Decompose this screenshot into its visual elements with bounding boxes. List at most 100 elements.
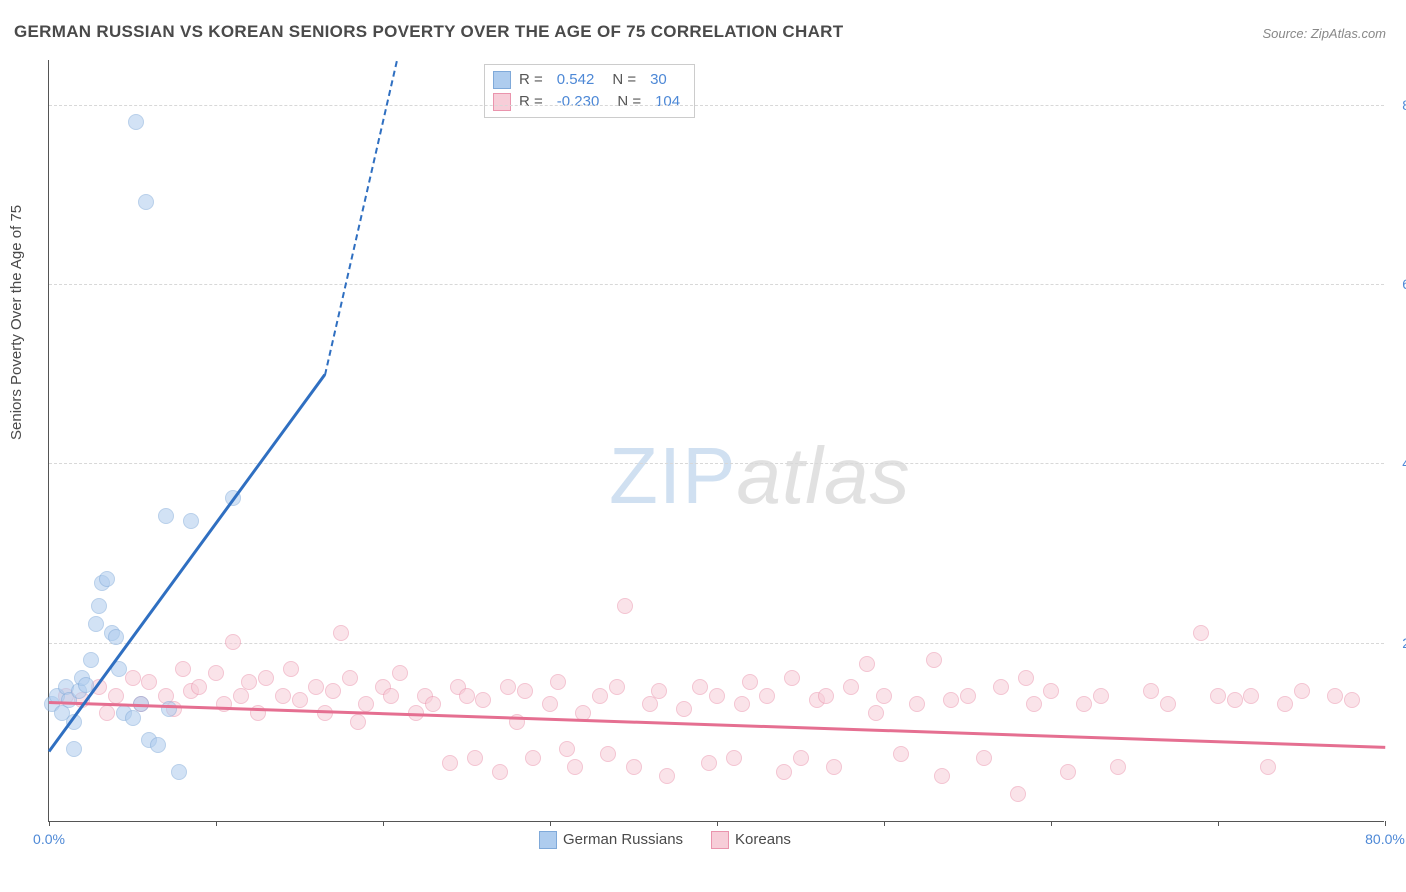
trend-koreans: [49, 701, 1385, 749]
n-label: N =: [617, 91, 641, 113]
r-value-german: 0.542: [551, 69, 595, 91]
point-koreans: [125, 670, 141, 686]
watermark: ZIPatlas: [609, 430, 910, 522]
point-koreans: [1010, 786, 1026, 802]
point-koreans: [1060, 764, 1076, 780]
point-koreans: [258, 670, 274, 686]
point-koreans: [1344, 692, 1360, 708]
point-koreans: [1143, 683, 1159, 699]
x-tick: [1051, 821, 1052, 826]
point-german-russians: [125, 710, 141, 726]
y-axis-label: Seniors Poverty Over the Age of 75: [8, 205, 25, 440]
point-koreans: [1076, 696, 1092, 712]
point-german-russians: [158, 508, 174, 524]
point-koreans: [500, 679, 516, 695]
point-koreans: [793, 750, 809, 766]
gridline-h: [49, 463, 1384, 464]
legend-swatch-german: [539, 831, 557, 849]
x-tick: [383, 821, 384, 826]
gridline-h: [49, 643, 1384, 644]
point-german-russians: [138, 194, 154, 210]
legend-item-german: German Russians: [539, 831, 683, 849]
point-koreans: [617, 598, 633, 614]
point-koreans: [308, 679, 324, 695]
gridline-h: [49, 105, 1384, 106]
point-koreans: [592, 688, 608, 704]
gridline-h: [49, 284, 1384, 285]
point-koreans: [626, 759, 642, 775]
point-koreans: [333, 625, 349, 641]
point-koreans: [1327, 688, 1343, 704]
point-koreans: [517, 683, 533, 699]
swatch-german-russians: [493, 71, 511, 89]
point-german-russians: [171, 764, 187, 780]
point-koreans: [241, 674, 257, 690]
trend-german-dashed: [324, 61, 398, 375]
r-label: R =: [519, 91, 543, 113]
point-koreans: [99, 705, 115, 721]
point-koreans: [492, 764, 508, 780]
n-value-korean: 104: [649, 91, 680, 113]
point-koreans: [350, 714, 366, 730]
point-koreans: [876, 688, 892, 704]
swatch-koreans: [493, 93, 511, 111]
y-tick-label: 60.0%: [1392, 276, 1406, 292]
watermark-atlas: atlas: [736, 431, 910, 520]
point-koreans: [225, 634, 241, 650]
x-tick-label: 0.0%: [33, 831, 65, 847]
point-koreans: [108, 688, 124, 704]
point-koreans: [776, 764, 792, 780]
point-koreans: [525, 750, 541, 766]
y-tick-label: 20.0%: [1392, 635, 1406, 651]
point-koreans: [191, 679, 207, 695]
point-koreans: [1018, 670, 1034, 686]
point-koreans: [1243, 688, 1259, 704]
point-koreans: [859, 656, 875, 672]
stats-legend-box: R = 0.542 N = 30 R = -0.230 N = 104: [484, 64, 695, 118]
point-german-russians: [150, 737, 166, 753]
point-koreans: [383, 688, 399, 704]
y-tick-label: 80.0%: [1392, 97, 1406, 113]
point-koreans: [358, 696, 374, 712]
point-koreans: [726, 750, 742, 766]
x-tick: [1218, 821, 1219, 826]
point-koreans: [392, 665, 408, 681]
point-koreans: [676, 701, 692, 717]
point-koreans: [1093, 688, 1109, 704]
point-koreans: [342, 670, 358, 686]
point-koreans: [1026, 696, 1042, 712]
point-koreans: [742, 674, 758, 690]
point-koreans: [567, 759, 583, 775]
point-koreans: [550, 674, 566, 690]
point-koreans: [976, 750, 992, 766]
point-koreans: [1193, 625, 1209, 641]
point-koreans: [826, 759, 842, 775]
point-koreans: [659, 768, 675, 784]
point-koreans: [1160, 696, 1176, 712]
x-tick: [1385, 821, 1386, 826]
point-koreans: [843, 679, 859, 695]
point-koreans: [425, 696, 441, 712]
x-tick-label: 80.0%: [1365, 831, 1405, 847]
point-koreans: [559, 741, 575, 757]
legend-label-german: German Russians: [563, 831, 683, 848]
point-koreans: [175, 661, 191, 677]
point-german-russians: [161, 701, 177, 717]
x-tick: [216, 821, 217, 826]
point-koreans: [442, 755, 458, 771]
point-german-russians: [83, 652, 99, 668]
point-koreans: [818, 688, 834, 704]
point-koreans: [692, 679, 708, 695]
x-tick: [717, 821, 718, 826]
n-value-german: 30: [644, 69, 667, 91]
point-koreans: [609, 679, 625, 695]
point-koreans: [292, 692, 308, 708]
n-label: N =: [612, 69, 636, 91]
point-koreans: [208, 665, 224, 681]
point-german-russians: [91, 598, 107, 614]
y-tick-label: 40.0%: [1392, 455, 1406, 471]
point-koreans: [1210, 688, 1226, 704]
point-koreans: [734, 696, 750, 712]
point-german-russians: [99, 571, 115, 587]
point-koreans: [475, 692, 491, 708]
